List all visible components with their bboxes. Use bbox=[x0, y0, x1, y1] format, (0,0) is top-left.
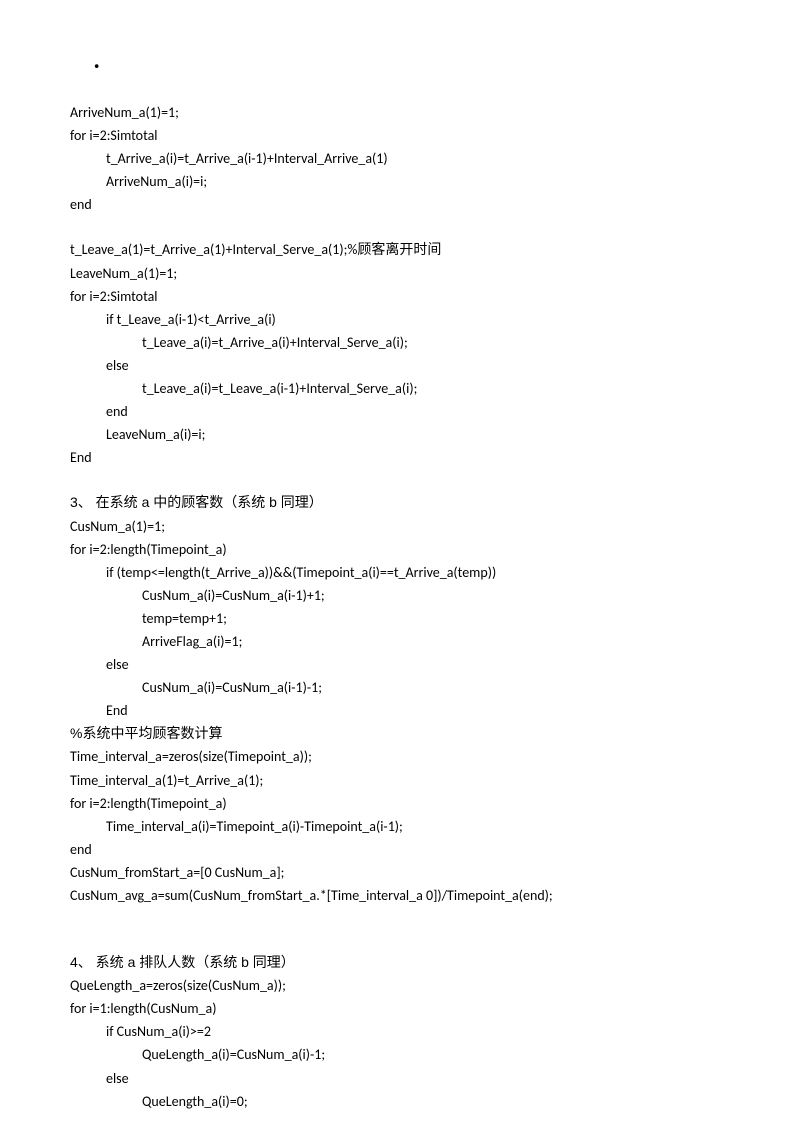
code-line: ArriveNum_a(1)=1; bbox=[70, 101, 730, 124]
code-line: end bbox=[70, 193, 730, 216]
code-line: CusNum_a(i)=CusNum_a(i-1)+1; bbox=[70, 584, 730, 607]
code-block-4: 4、 系统 a 排队人数（系统 b 同理） QueLength_a=zeros(… bbox=[70, 951, 730, 1113]
code-line: t_Leave_a(i)=t_Leave_a(i-1)+Interval_Ser… bbox=[70, 377, 730, 400]
code-line: CusNum_avg_a=sum(CusNum_fromStart_a.*[Ti… bbox=[70, 884, 730, 907]
code-block-2: t_Leave_a(1)=t_Arrive_a(1)+Interval_Serv… bbox=[70, 238, 730, 469]
code-line: Time_interval_a(1)=t_Arrive_a(1); bbox=[70, 769, 730, 792]
code-line: CusNum_fromStart_a=[0 CusNum_a]; bbox=[70, 861, 730, 884]
code-block-3: 3、 在系统 a 中的顾客数（系统 b 同理） CusNum_a(1)=1; f… bbox=[70, 491, 730, 907]
code-line: CusNum_a(1)=1; bbox=[70, 515, 730, 538]
code-line: for i=2:length(Timepoint_a) bbox=[70, 792, 730, 815]
code-line: ArriveNum_a(i)=i; bbox=[70, 170, 730, 193]
code-line: for i=1:length(CusNum_a) bbox=[70, 997, 730, 1020]
code-line: t_Leave_a(1)=t_Arrive_a(1)+Interval_Serv… bbox=[70, 238, 730, 261]
code-line: else bbox=[70, 1067, 730, 1090]
code-line: for i=2:Simtotal bbox=[70, 124, 730, 147]
header-dot: · bbox=[94, 50, 730, 83]
code-line: end bbox=[70, 400, 730, 423]
code-line: else bbox=[70, 354, 730, 377]
code-line: for i=2:Simtotal bbox=[70, 285, 730, 308]
code-line: QueLength_a=zeros(size(CusNum_a)); bbox=[70, 974, 730, 997]
section-title-3: 3、 在系统 a 中的顾客数（系统 b 同理） bbox=[70, 491, 730, 514]
code-line: LeaveNum_a(1)=1; bbox=[70, 262, 730, 285]
code-line: QueLength_a(i)=0; bbox=[70, 1090, 730, 1113]
code-line: Time_interval_a(i)=Timepoint_a(i)-Timepo… bbox=[70, 815, 730, 838]
code-line: t_Leave_a(i)=t_Arrive_a(i)+Interval_Serv… bbox=[70, 331, 730, 354]
code-line: if CusNum_a(i)>=2 bbox=[70, 1020, 730, 1043]
code-line: LeaveNum_a(i)=i; bbox=[70, 423, 730, 446]
code-line: else bbox=[70, 653, 730, 676]
code-line: CusNum_a(i)=CusNum_a(i-1)-1; bbox=[70, 676, 730, 699]
code-line: t_Arrive_a(i)=t_Arrive_a(i-1)+Interval_A… bbox=[70, 147, 730, 170]
section-title-4: 4、 系统 a 排队人数（系统 b 同理） bbox=[70, 951, 730, 974]
code-line: if (temp<=length(t_Arrive_a))&&(Timepoin… bbox=[70, 561, 730, 584]
code-line: End bbox=[70, 699, 730, 722]
code-line: Time_interval_a=zeros(size(Timepoint_a))… bbox=[70, 745, 730, 768]
code-line: End bbox=[70, 446, 730, 469]
code-line: QueLength_a(i)=CusNum_a(i)-1; bbox=[70, 1043, 730, 1066]
code-line: end bbox=[70, 838, 730, 861]
code-line: temp=temp+1; bbox=[70, 607, 730, 630]
code-line: for i=2:length(Timepoint_a) bbox=[70, 538, 730, 561]
code-block-1: ArriveNum_a(1)=1; for i=2:Simtotal t_Arr… bbox=[70, 101, 730, 216]
code-line: if t_Leave_a(i-1)<t_Arrive_a(i) bbox=[70, 308, 730, 331]
code-line: ArriveFlag_a(i)=1; bbox=[70, 630, 730, 653]
code-comment: %系统中平均顾客数计算 bbox=[70, 722, 730, 745]
